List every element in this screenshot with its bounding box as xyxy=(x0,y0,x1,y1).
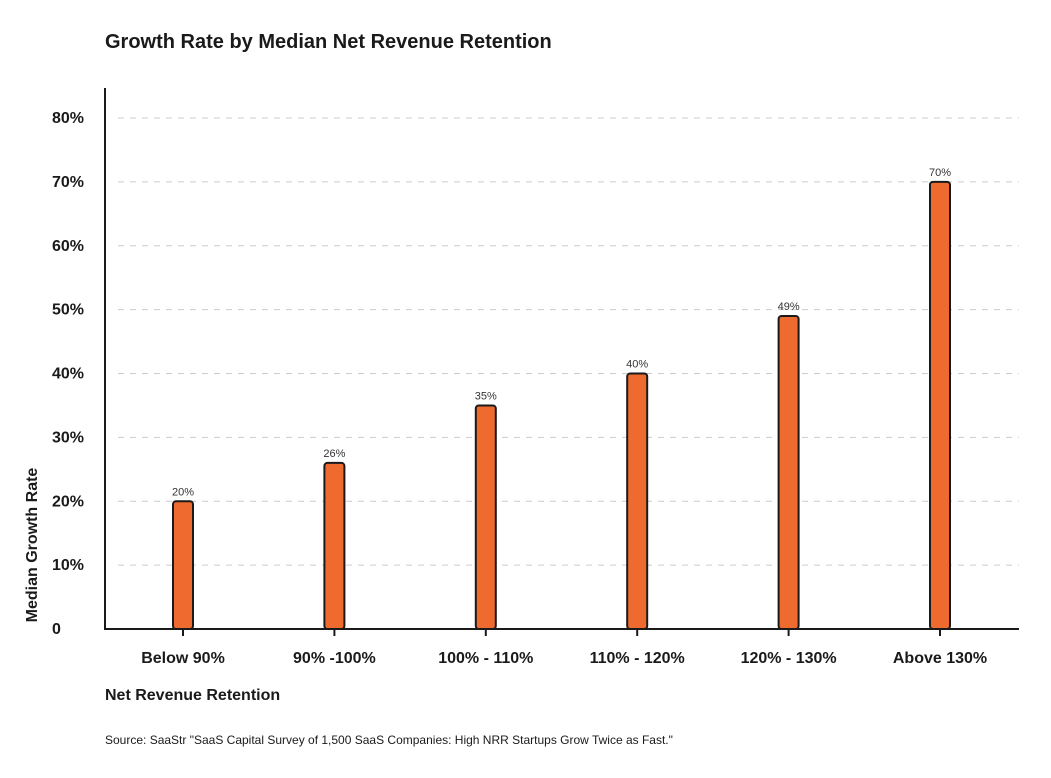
y-tick-label: 70% xyxy=(52,174,84,191)
x-tick-label: Above 130% xyxy=(893,650,987,667)
y-tick-label: 60% xyxy=(52,238,84,255)
x-tick-label: 90% -100% xyxy=(293,650,376,667)
bar-data-label: 40% xyxy=(626,359,648,371)
gridlines xyxy=(118,117,1019,566)
axes: 0 10% 20% 30% 40% 50% 60% 70% 80% Below 90% 90% -1… xyxy=(52,88,1019,667)
x-tick-label: 120% - 130% xyxy=(741,650,837,667)
bar-data-label: 35% xyxy=(475,390,497,402)
bar-data-label: 49% xyxy=(778,301,800,313)
bar-data-label: 26% xyxy=(323,448,345,460)
y-tick-label: 50% xyxy=(52,302,84,319)
y-tick-label: 0 xyxy=(52,621,61,638)
bar xyxy=(172,500,194,630)
x-tick-label: 100% - 110% xyxy=(438,650,533,667)
bars: 20% 26% 35% 40% 49% 70% xyxy=(172,167,951,630)
bar-chart: 20% 26% 35% 40% 49% 70% 0 10% 20% 30% 40% 50% 60% 70… xyxy=(24,88,1019,667)
bar xyxy=(777,315,800,630)
bar xyxy=(929,180,951,630)
bar-data-label: 70% xyxy=(929,167,951,179)
x-tick-label: Below 90% xyxy=(141,650,225,667)
bar xyxy=(474,404,497,630)
x-axis-title: Net Revenue Retention xyxy=(105,687,281,704)
source-note: Source: SaaStr "SaaS Capital Survey of 1… xyxy=(105,733,673,747)
y-tick-label: 30% xyxy=(52,429,84,446)
bar xyxy=(323,461,346,630)
bar xyxy=(626,372,649,630)
x-tick-label: 110% - 120% xyxy=(590,650,685,667)
chart-title: Growth Rate by Median Net Revenue Retent… xyxy=(105,31,552,53)
y-tick-label: 20% xyxy=(52,493,84,510)
y-tick-label: 40% xyxy=(52,366,84,383)
y-tick-label: 80% xyxy=(52,110,84,127)
y-axis-title: Median Growth Rate xyxy=(24,468,41,623)
y-tick-label: 10% xyxy=(52,557,84,574)
bar-data-label: 20% xyxy=(172,486,194,498)
